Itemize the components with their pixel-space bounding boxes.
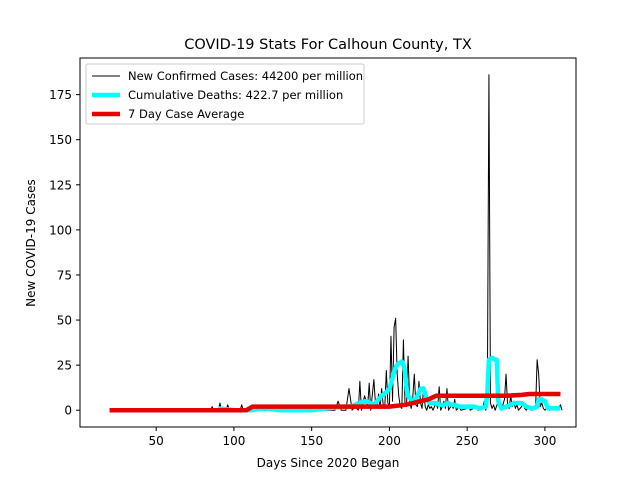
legend-box: [85, 63, 365, 125]
x-axis-label: Days Since 2020 Began: [257, 456, 400, 470]
y-axis: 0 25 50 75 100 125 150 175: [49, 88, 80, 418]
x-axis: 50 100 150 200 250 300: [149, 427, 556, 448]
y-tick-label: 100: [49, 223, 72, 237]
x-tick-label: 150: [300, 434, 323, 448]
y-tick-label: 0: [64, 404, 72, 418]
y-tick-label: 75: [57, 268, 72, 282]
series-line-3: [109, 391, 561, 413]
series-line-2: [218, 355, 561, 413]
x-tick-label: 50: [149, 434, 164, 448]
y-tick-label: 125: [49, 178, 72, 192]
legend: New Confirmed Cases: 44200 per million Cu…: [85, 63, 365, 125]
x-tick-label: 100: [222, 434, 245, 448]
x-tick-label: 300: [533, 434, 556, 448]
x-tick-label: 200: [378, 434, 401, 448]
y-tick-label: 25: [57, 359, 72, 373]
y-tick-label: 50: [57, 314, 72, 328]
legend-label-3: 7 Day Case Average: [128, 107, 244, 121]
series-layer: [109, 74, 563, 413]
chart-title: COVID-19 Stats For Calhoun County, TX: [184, 37, 472, 53]
y-axis-label: New COVID-19 Cases: [24, 179, 38, 307]
y-tick-label: 150: [49, 133, 72, 147]
plot-area-frame: [79, 57, 577, 428]
legend-label-1: New Confirmed Cases: 44200 per million: [128, 69, 363, 83]
y-tick-label: 175: [49, 88, 72, 102]
legend-label-2: Cumulative Deaths: 422.7 per million: [128, 88, 343, 102]
x-tick-label: 250: [456, 434, 479, 448]
